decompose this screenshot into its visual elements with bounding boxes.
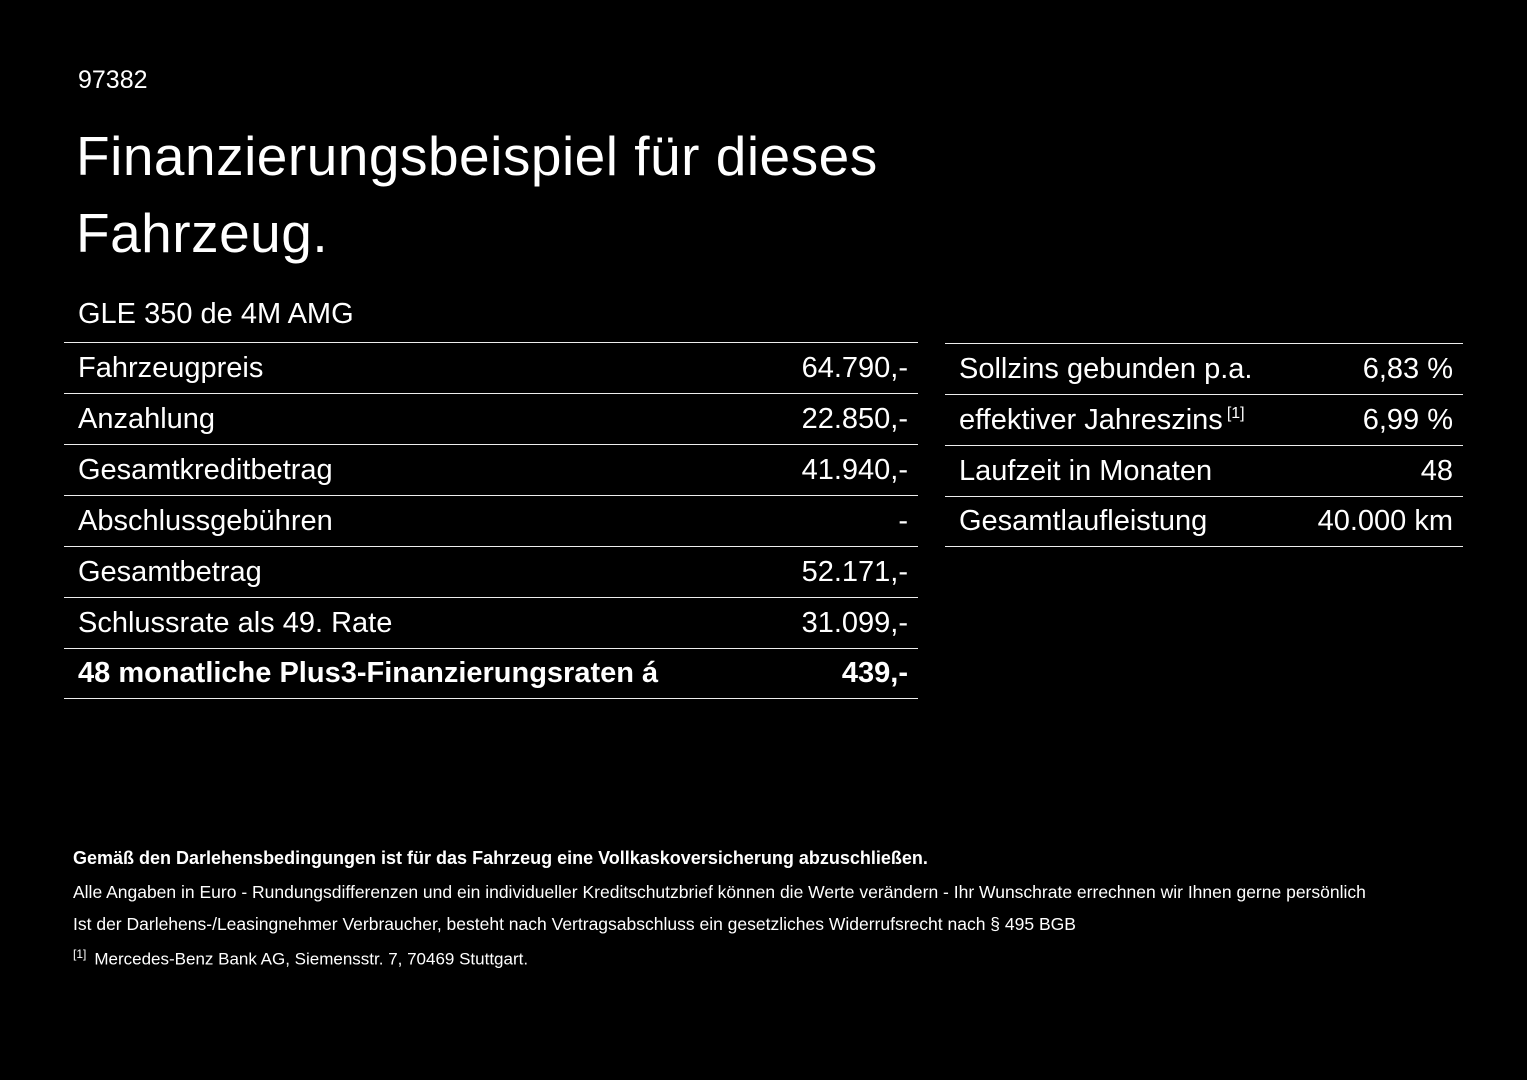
rounding-note: Alle Angaben in Euro - Rundungsdifferenz… <box>73 882 1366 902</box>
row-label: Gesamtkreditbetrag <box>78 453 333 486</box>
row-label: Gesamtlaufleistung <box>959 505 1208 537</box>
row-value: 41.940,- <box>801 453 908 486</box>
row-label: Fahrzeugpreis <box>78 351 264 384</box>
row-label: Sollzins gebunden p.a. <box>959 352 1253 385</box>
finance-table: Fahrzeugpreis 64.790,- Anzahlung 22.850,… <box>64 342 918 699</box>
row-value: 64.790,- <box>801 351 908 384</box>
bank-footnote: [1] Mercedes-Benz Bank AG, Siemensstr. 7,… <box>73 947 1473 970</box>
row-value: 22.850,- <box>801 402 908 435</box>
table-row-down-payment: Anzahlung 22.850,- <box>64 393 918 444</box>
table-row-total-credit: Gesamtkreditbetrag 41.940,- <box>64 444 918 495</box>
row-label: Gesamtbetrag <box>78 555 262 588</box>
table-row-final-installment: Schlussrate als 49. Rate 31.099,- <box>64 597 918 648</box>
row-value: 52.171,- <box>801 555 908 588</box>
row-value: 6,83 % <box>1362 352 1453 385</box>
insurance-note: Gemäß den Darlehensbedingungen ist für d… <box>73 848 928 868</box>
footnote-marker: [1] <box>73 947 87 961</box>
table-row-total-amount: Gesamtbetrag 52.171,- <box>64 546 918 597</box>
conditions-table: Sollzins gebunden p.a. 6,83 % effektiver… <box>945 343 1463 547</box>
table-row-monthly-rate: 48 monatliche Plus3-Finanzierungsraten á… <box>64 648 918 699</box>
table-row-total-mileage: Gesamtlaufleistung 40.000 km <box>945 496 1463 547</box>
row-value: 48 <box>1420 454 1453 487</box>
vehicle-model: GLE 350 de 4M AMG <box>78 298 354 330</box>
bank-note: Mercedes-Benz Bank AG, Siemensstr. 7, 70… <box>94 949 529 969</box>
row-value: - <box>898 504 908 537</box>
doc-number: 97382 <box>78 66 148 94</box>
row-value: 31.099,- <box>801 606 908 639</box>
withdrawal-note: Ist der Darlehens-/Leasingnehmer Verbrau… <box>73 914 1076 934</box>
page-title: Finanzierungsbeispiel für dieses Fahrzeu… <box>76 125 878 264</box>
table-row-effective-annual-rate: effektiver Jahreszins [1] 6,99 % <box>945 394 1463 445</box>
row-label: effektiver Jahreszins <box>959 403 1223 436</box>
footnote-marker: [1] <box>1226 404 1245 422</box>
row-value: 439,- <box>841 657 908 689</box>
table-row-closing-fees: Abschlussgebühren - <box>64 495 918 546</box>
row-value: 40.000 km <box>1317 505 1453 537</box>
table-row-term-months: Laufzeit in Monaten 48 <box>945 445 1463 496</box>
row-label: Anzahlung <box>78 402 216 435</box>
row-value: 6,99 % <box>1362 403 1453 436</box>
row-label: 48 monatliche Plus3-Finanzierungsraten á <box>78 657 659 689</box>
row-label: Laufzeit in Monaten <box>959 454 1213 487</box>
fineprint-section: Gemäß den Darlehensbedingungen ist für d… <box>73 848 1473 970</box>
row-label: Schlussrate als 49. Rate <box>78 606 393 639</box>
row-label: Abschlussgebühren <box>78 504 333 537</box>
table-row-interest-rate: Sollzins gebunden p.a. 6,83 % <box>945 343 1463 394</box>
table-row-vehicle-price: Fahrzeugpreis 64.790,- <box>64 342 918 393</box>
